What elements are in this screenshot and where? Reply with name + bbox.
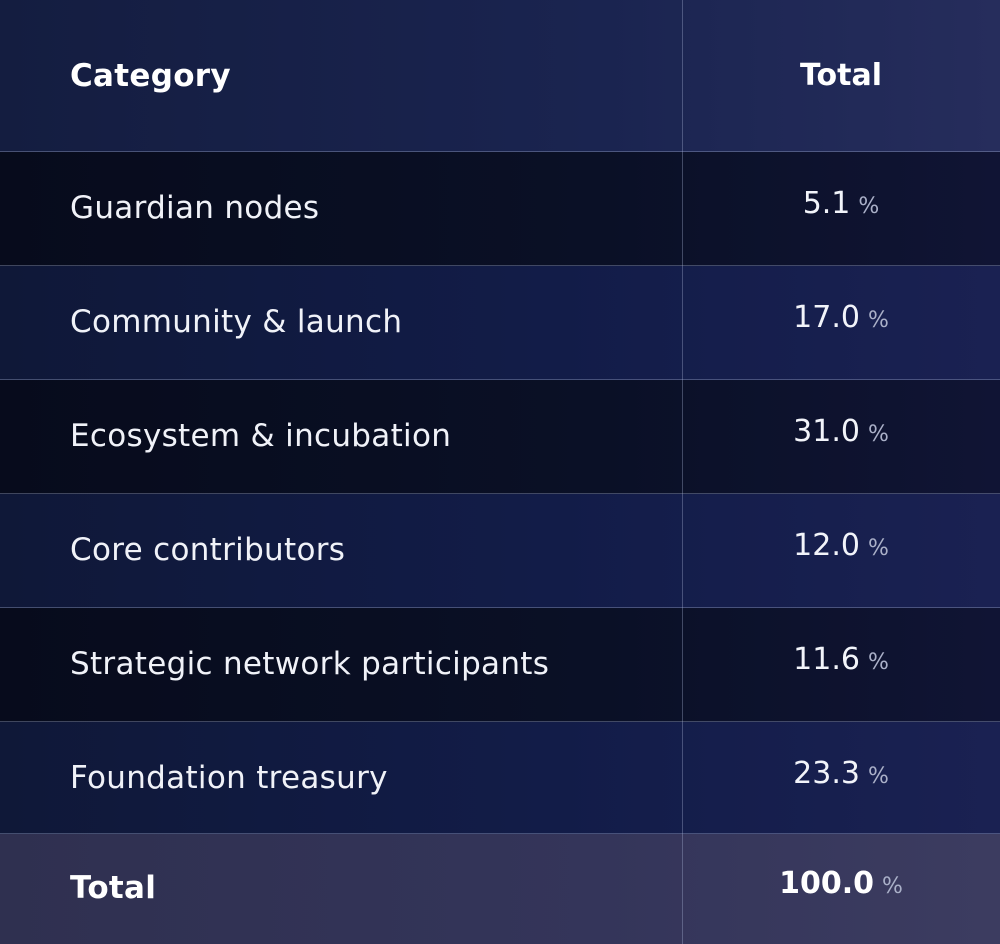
row-value: 12.0% (793, 528, 889, 563)
header-total: Total (800, 58, 882, 93)
row-value: 31.0% (793, 414, 889, 449)
table-header-row: Category Total (0, 0, 1000, 152)
header-category: Category (70, 58, 231, 94)
percent-unit: % (867, 536, 889, 561)
table-row: Guardian nodes 5.1% (0, 152, 1000, 266)
table-row: Foundation treasury 23.3% (0, 722, 1000, 834)
table-row: Ecosystem & incubation 31.0% (0, 380, 1000, 494)
table-row: Strategic network participants 11.6% (0, 608, 1000, 722)
row-value: 23.3% (793, 756, 889, 791)
percent-unit: % (867, 422, 889, 447)
row-category: Core contributors (70, 532, 346, 568)
row-value: 17.0% (793, 300, 889, 335)
percent-unit: % (882, 874, 903, 899)
row-value: 5.1% (802, 186, 880, 221)
table-total-row: Total 100.0% (0, 834, 1000, 944)
total-label: Total (70, 870, 157, 906)
row-category: Foundation treasury (70, 760, 388, 796)
total-value: 100.0% (779, 866, 903, 901)
column-divider (682, 0, 683, 944)
row-category: Strategic network participants (70, 646, 550, 682)
table-row: Core contributors 12.0% (0, 494, 1000, 608)
percent-unit: % (867, 650, 889, 675)
row-category: Guardian nodes (70, 190, 320, 226)
row-category: Community & launch (70, 304, 403, 340)
row-category: Ecosystem & incubation (70, 418, 452, 454)
row-value: 11.6% (793, 642, 889, 677)
table-row: Community & launch 17.0% (0, 266, 1000, 380)
percent-unit: % (858, 194, 880, 219)
percent-unit: % (867, 764, 889, 789)
percent-unit: % (867, 308, 889, 333)
